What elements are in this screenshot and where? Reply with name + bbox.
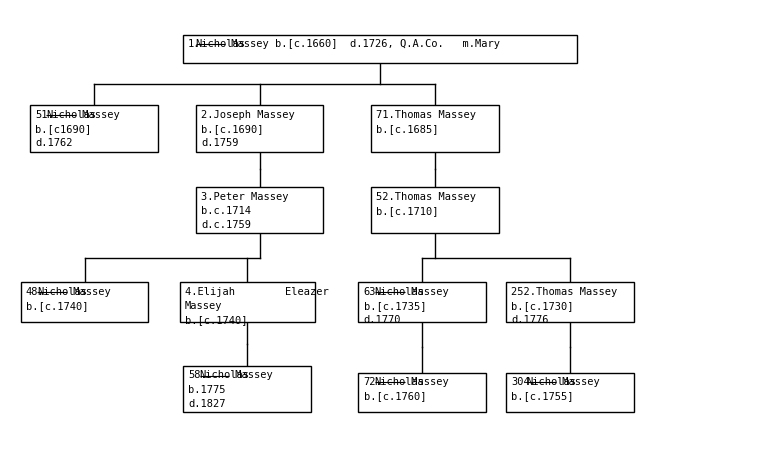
Text: Massey: Massey	[185, 300, 223, 310]
Text: 252.Thomas Massey: 252.Thomas Massey	[511, 286, 617, 296]
Text: 52.Thomas Massey: 52.Thomas Massey	[376, 191, 476, 201]
Text: 2.Joseph Massey: 2.Joseph Massey	[201, 110, 295, 120]
Text: 72.: 72.	[363, 376, 382, 386]
FancyBboxPatch shape	[506, 373, 634, 412]
Text: 304.: 304.	[511, 376, 536, 386]
Text: Massey: Massey	[76, 110, 120, 120]
Text: Massey: Massey	[556, 376, 600, 386]
Text: Nicholas: Nicholas	[195, 39, 245, 49]
Text: d.1776: d.1776	[511, 314, 549, 324]
FancyBboxPatch shape	[179, 282, 315, 322]
Text: Nicholas: Nicholas	[375, 376, 425, 386]
FancyBboxPatch shape	[359, 373, 486, 412]
Text: d.c.1759: d.c.1759	[201, 219, 251, 230]
FancyBboxPatch shape	[30, 106, 158, 152]
Text: 48.: 48.	[26, 286, 45, 296]
Text: b.[c.1690]: b.[c.1690]	[201, 124, 264, 134]
FancyBboxPatch shape	[183, 36, 577, 64]
Text: Massey: Massey	[404, 286, 448, 296]
Text: Nicholas: Nicholas	[375, 286, 425, 296]
Text: b.1775: b.1775	[188, 384, 226, 394]
Text: Massey: Massey	[230, 369, 273, 380]
Text: b.[c.1760]: b.[c.1760]	[363, 390, 426, 400]
Text: d.1759: d.1759	[201, 138, 239, 148]
Text: Nicholas: Nicholas	[200, 369, 249, 380]
Text: Massey b.[c.1660]  d.1726, Q.A.Co.   m.Mary: Massey b.[c.1660] d.1726, Q.A.Co. m.Mary	[225, 39, 500, 49]
Text: b.[c.1735]: b.[c.1735]	[363, 300, 426, 310]
Text: d.1762: d.1762	[35, 138, 73, 148]
Text: 3.Peter Massey: 3.Peter Massey	[201, 191, 288, 201]
Text: b.[c1690]: b.[c1690]	[35, 124, 91, 134]
FancyBboxPatch shape	[371, 106, 499, 152]
Text: 71.Thomas Massey: 71.Thomas Massey	[376, 110, 476, 120]
Text: 58.: 58.	[188, 369, 207, 380]
Text: Massey: Massey	[67, 286, 110, 296]
FancyBboxPatch shape	[183, 366, 311, 412]
Text: d.1827: d.1827	[188, 398, 226, 408]
Text: 1.: 1.	[188, 39, 201, 49]
Text: b.c.1714: b.c.1714	[201, 205, 251, 215]
Text: Nicholas: Nicholas	[46, 110, 97, 120]
Text: 63.: 63.	[363, 286, 382, 296]
FancyBboxPatch shape	[359, 282, 486, 322]
Text: b.[c.1710]: b.[c.1710]	[376, 205, 439, 215]
Text: b.[c.1685]: b.[c.1685]	[376, 124, 439, 134]
Text: d.1770: d.1770	[363, 314, 401, 324]
FancyBboxPatch shape	[371, 188, 499, 234]
Text: b.[c.1755]: b.[c.1755]	[511, 390, 574, 400]
FancyBboxPatch shape	[506, 282, 634, 322]
Text: Massey: Massey	[404, 376, 448, 386]
Text: 4.Elijah        Eleazer: 4.Elijah Eleazer	[185, 286, 328, 296]
Text: Nicholas: Nicholas	[526, 376, 576, 386]
FancyBboxPatch shape	[196, 188, 324, 234]
Text: b.[c.1740]: b.[c.1740]	[26, 300, 88, 310]
FancyBboxPatch shape	[196, 106, 324, 152]
Text: Nicholas: Nicholas	[37, 286, 87, 296]
FancyBboxPatch shape	[21, 282, 148, 322]
Text: 51.: 51.	[35, 110, 54, 120]
Text: b.[c.1730]: b.[c.1730]	[511, 300, 574, 310]
Text: b.[c.1740]: b.[c.1740]	[185, 314, 247, 324]
